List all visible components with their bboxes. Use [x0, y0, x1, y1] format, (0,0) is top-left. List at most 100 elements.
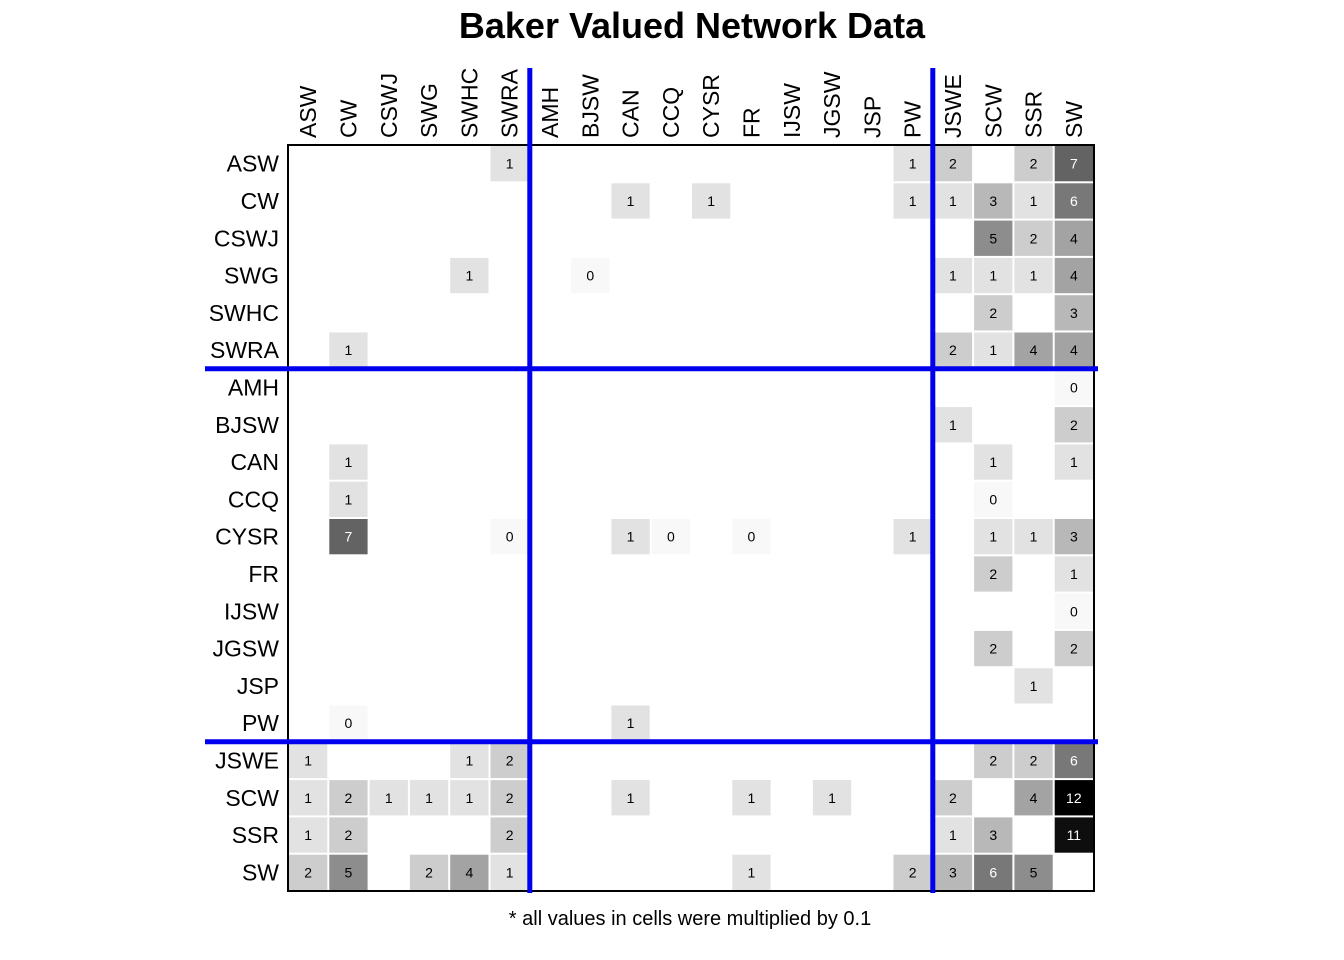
heatmap-cell [329, 854, 368, 890]
heatmap-cell [450, 742, 489, 779]
row-label: SWHC [209, 300, 279, 326]
heatmap-cell-value: 2 [949, 342, 957, 358]
heatmap-cell-value: 3 [1070, 529, 1078, 545]
heatmap-cell-value: 3 [1070, 305, 1078, 321]
heatmap-cell [490, 742, 529, 779]
column-label: CSWJ [376, 73, 402, 138]
heatmap-cell-value: 1 [506, 156, 514, 172]
heatmap-cell [611, 705, 650, 741]
column-labels: ASW CW CSWJ SWG SWHC SWRA AMH BJSW CAN CCQ CYSR FR I… [295, 68, 1087, 138]
heatmap-cell-value: 1 [748, 790, 756, 806]
heatmap-cell-value: 6 [1070, 752, 1078, 768]
column-label: PW [900, 101, 926, 138]
heatmap-cell-value: 2 [989, 305, 997, 321]
heatmap-cell-value: 1 [989, 268, 997, 284]
heatmap-cell-value: 0 [1070, 603, 1078, 619]
heatmap-cell [1054, 593, 1093, 629]
heatmap-cell [329, 519, 368, 555]
heatmap-cell [974, 257, 1013, 294]
heatmap-cell [1054, 630, 1093, 667]
heatmap-cell [732, 519, 771, 555]
heatmap-cell-value: 3 [949, 864, 957, 880]
chart-caption: * all values in cells were multiplied by… [509, 908, 871, 930]
heatmap-cell [409, 780, 449, 816]
heatmap-cell [1014, 780, 1053, 816]
row-label: CYSR [215, 524, 279, 550]
heatmap-cell [329, 332, 368, 368]
heatmap-cell-value: 3 [989, 827, 997, 843]
row-label: BJSW [215, 412, 279, 438]
column-label: JSP [859, 96, 885, 138]
heatmap-cell-value: 0 [506, 529, 514, 545]
heatmap-cell [1014, 146, 1053, 182]
heatmap-cell-value: 2 [506, 752, 514, 768]
heatmap-cell [329, 817, 368, 853]
heatmap-cell [1054, 146, 1093, 182]
heatmap-cells: 1 1 2 2 71 1 1 1 3 1 65 2 41 0 1 1 1 42 31 2 1 4 401 21 1 11 07 0 1 0… [289, 146, 1093, 890]
heatmap-cell [893, 519, 932, 555]
heatmap-cell-value: 1 [1030, 678, 1038, 694]
heatmap-cell [933, 183, 973, 219]
heatmap-cell-value: 1 [989, 529, 997, 545]
heatmap-cell [1054, 220, 1093, 256]
heatmap-cell [893, 146, 932, 182]
row-label: SWG [224, 263, 279, 289]
heatmap-cell-value: 2 [1070, 641, 1078, 657]
column-label: JSWE [940, 74, 966, 138]
heatmap-cell-value: 1 [304, 790, 312, 806]
heatmap-cell-value: 4 [465, 864, 473, 880]
row-label: CCQ [228, 486, 279, 512]
heatmap-cell [974, 854, 1013, 890]
heatmap-cell-value: 12 [1066, 790, 1082, 806]
plot-frame [287, 144, 1095, 892]
heatmap-cell-value: 1 [1070, 454, 1078, 470]
heatmap-cell [329, 481, 368, 517]
heatmap-cell [1014, 668, 1053, 704]
heatmap-cell [933, 257, 973, 294]
heatmap-cell-value: 2 [1030, 230, 1038, 246]
heatmap-cell [409, 854, 449, 890]
heatmap-cell-value: 2 [1030, 752, 1038, 768]
heatmap-cell-value: 4 [1030, 790, 1038, 806]
row-label: FR [248, 561, 279, 587]
heatmap-cell [611, 519, 650, 555]
heatmap-cell [450, 257, 489, 294]
heatmap-cell [974, 817, 1013, 853]
heatmap-cell [289, 742, 328, 779]
heatmap-cell [974, 556, 1013, 592]
heatmap-cell [450, 780, 489, 816]
row-label: ASW [227, 151, 280, 177]
heatmap-cell [692, 183, 731, 219]
heatmap-cell [1014, 257, 1053, 294]
heatmap-cell [974, 332, 1013, 368]
heatmap-cell [1054, 407, 1093, 443]
heatmap-cell [1054, 444, 1093, 480]
heatmap-cell [490, 854, 529, 890]
row-label: CSWJ [214, 225, 279, 251]
heatmap-cell [611, 183, 650, 219]
heatmap-cell-value: 1 [949, 193, 957, 209]
heatmap-cell-value: 0 [586, 268, 594, 284]
heatmap-cell [974, 444, 1013, 480]
heatmap-cell [1014, 742, 1053, 779]
heatmap-cell-value: 4 [1070, 342, 1078, 358]
heatmap-cell [490, 817, 529, 853]
heatmap-cell-value: 5 [1030, 864, 1038, 880]
heatmap-cell-value: 5 [345, 864, 353, 880]
block-divider-lines [205, 68, 1098, 893]
heatmap-cell-value: 2 [345, 827, 353, 843]
heatmap-cell-value: 6 [989, 864, 997, 880]
heatmap-cell [732, 854, 771, 890]
heatmap-cell-value: 2 [304, 864, 312, 880]
heatmap-cell-value: 2 [949, 790, 957, 806]
heatmap-cell-value: 1 [465, 268, 473, 284]
column-label: SWG [416, 83, 442, 138]
heatmap-cell [329, 444, 368, 480]
heatmap-cell-value: 1 [909, 156, 917, 172]
heatmap-cell [289, 854, 328, 890]
heatmap-cell [933, 854, 973, 890]
heatmap-cell-value: 7 [345, 529, 353, 545]
column-label: FR [738, 107, 764, 138]
heatmap-cell-value: 2 [1030, 156, 1038, 172]
row-label: SSR [232, 822, 279, 848]
